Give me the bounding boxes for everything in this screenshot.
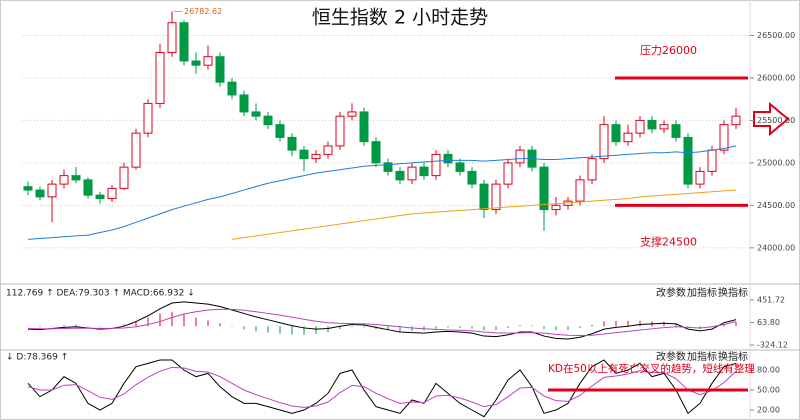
candle-body	[323, 145, 333, 155]
candle-body	[395, 170, 405, 181]
candle-body	[275, 124, 285, 138]
candle-body	[587, 158, 597, 181]
candle-body	[299, 149, 309, 160]
panel-header: 112.769 ↑ DEA:79.303 ↑ MACD:66.932 ↓	[6, 289, 195, 299]
candle-body	[203, 56, 213, 66]
candle-body	[215, 56, 225, 83]
button[interactable]: 改参数	[656, 350, 686, 363]
series-line	[27, 308, 737, 336]
candle-body	[695, 170, 705, 185]
arrow-icon	[753, 101, 790, 137]
y-tick-label: 20.00	[757, 406, 780, 415]
candle-body	[83, 179, 93, 196]
button[interactable]: 改参数	[656, 286, 686, 299]
candle-body	[227, 81, 237, 96]
candle-body	[311, 153, 321, 160]
button[interactable]: 换指标	[718, 286, 748, 299]
candle-body	[515, 149, 525, 164]
candle-body	[131, 132, 141, 168]
candle-body	[659, 124, 669, 130]
candle-body	[731, 115, 741, 126]
candle-body	[623, 132, 633, 143]
y-tick-label: 451.72	[757, 296, 785, 305]
candle-body	[491, 183, 501, 211]
candle-body	[47, 183, 57, 198]
candle-body	[443, 153, 453, 164]
y-tick-label: 25500.00	[757, 116, 795, 125]
series-line	[27, 359, 737, 418]
y-tick-label: 25000.00	[757, 158, 795, 167]
candle-body	[143, 102, 153, 134]
candle-body	[371, 141, 381, 164]
candle-body	[35, 189, 45, 198]
candle-body	[155, 51, 165, 104]
annotation: KD在50以上有死亡交叉的趋势，短线有整理	[548, 362, 755, 375]
y-tick-label: 26500.00	[757, 31, 795, 40]
y-tick-label: 80.00	[757, 366, 780, 375]
series-line	[27, 145, 737, 240]
candle-body	[59, 175, 69, 185]
y-tick-label: 26000.00	[757, 73, 795, 82]
level-label: 压力26000	[640, 44, 697, 57]
candle-body	[23, 186, 33, 191]
candle-body	[179, 22, 189, 62]
candle-body	[683, 136, 693, 185]
button[interactable]: 加指标	[687, 286, 717, 299]
candle-body	[239, 94, 249, 113]
candle-body	[95, 194, 105, 200]
button[interactable]: 加指标	[687, 350, 717, 363]
y-tick-label: 63.80	[757, 318, 780, 327]
series-line	[231, 189, 737, 240]
candle-body	[251, 111, 261, 117]
level-label: 支撑24500	[640, 234, 697, 248]
candle-body	[167, 22, 177, 53]
y-tick-label: 24500.00	[757, 201, 795, 210]
candle-body	[611, 124, 621, 143]
series-line	[27, 301, 737, 340]
candle-body	[719, 124, 729, 151]
candle-body	[263, 115, 273, 126]
candle-body	[287, 136, 297, 151]
series-line	[27, 366, 737, 408]
candle-body	[191, 60, 201, 66]
candle-body	[635, 119, 645, 134]
candle-body	[419, 166, 429, 177]
candle-body	[599, 124, 609, 160]
candle-body	[671, 124, 681, 138]
candle-body	[347, 111, 357, 117]
y-tick-label: 24000.00	[757, 243, 795, 252]
candle-body	[707, 149, 717, 172]
candle-body	[455, 162, 465, 172]
candle-body	[467, 170, 477, 185]
candle-body	[647, 119, 657, 130]
candle-body	[359, 111, 369, 143]
chart-title: 恒生指数 2 小时走势	[312, 7, 488, 29]
candle-body	[407, 166, 417, 181]
candle-body	[71, 175, 81, 181]
y-tick-label: 50.00	[757, 386, 780, 395]
candle-body	[383, 162, 393, 172]
candle-body	[503, 162, 513, 185]
candle-body	[551, 204, 561, 211]
candle-body	[107, 187, 117, 200]
candle-body	[479, 183, 489, 211]
y-tick-label: -324.12	[757, 341, 788, 350]
candle-body	[431, 153, 441, 177]
button[interactable]: 换指标	[718, 350, 748, 363]
max-label: 26782.62	[184, 7, 222, 16]
candle-body	[335, 115, 345, 147]
candle-body	[119, 166, 129, 189]
candle-body	[575, 179, 585, 202]
candle-body	[539, 166, 549, 211]
panel-header: ↓ D:78.369 ↑	[6, 353, 68, 363]
